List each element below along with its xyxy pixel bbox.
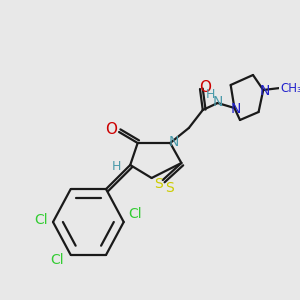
- Text: Cl: Cl: [128, 207, 142, 221]
- Text: O: O: [106, 122, 118, 136]
- Text: O: O: [200, 80, 211, 94]
- Text: N: N: [212, 95, 223, 109]
- Text: Cl: Cl: [50, 253, 64, 267]
- Text: S: S: [165, 181, 174, 195]
- Text: N: N: [169, 135, 179, 149]
- Text: H: H: [112, 160, 121, 173]
- Text: N: N: [260, 84, 270, 98]
- Text: CH₃: CH₃: [280, 82, 300, 94]
- Text: H: H: [206, 88, 215, 101]
- Text: Cl: Cl: [34, 213, 48, 227]
- Text: N: N: [231, 102, 242, 116]
- Text: S: S: [154, 177, 163, 191]
